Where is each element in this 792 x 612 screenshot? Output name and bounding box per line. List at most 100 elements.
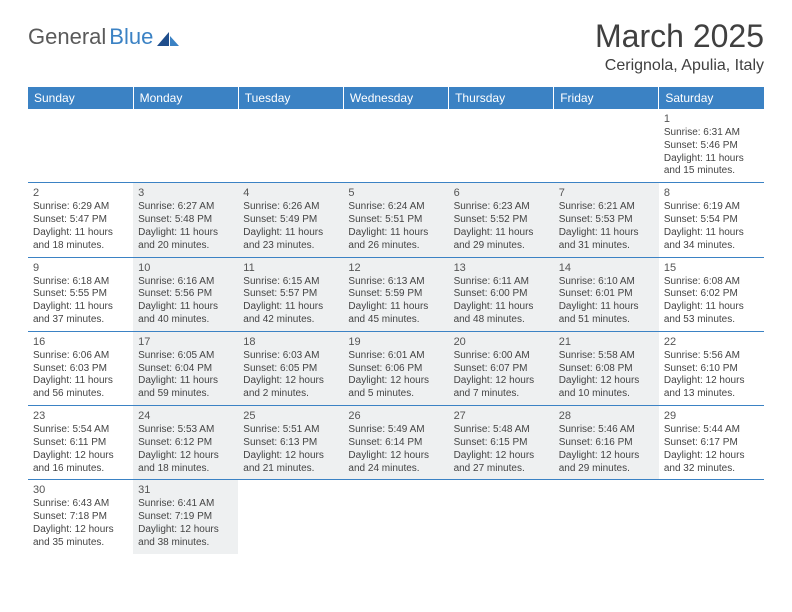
calendar-cell: 29Sunrise: 5:44 AMSunset: 6:17 PMDayligh… xyxy=(659,406,764,480)
day-number: 5 xyxy=(348,186,443,200)
location: Cerignola, Apulia, Italy xyxy=(595,57,764,75)
day-info: Sunrise: 5:49 AMSunset: 6:14 PMDaylight:… xyxy=(348,424,443,475)
weekday-header: Tuesday xyxy=(238,87,343,109)
day-number: 6 xyxy=(454,186,549,200)
day-number: 31 xyxy=(138,483,233,497)
weekday-header: Saturday xyxy=(659,87,764,109)
day-info: Sunrise: 5:44 AMSunset: 6:17 PMDaylight:… xyxy=(664,424,759,475)
calendar-cell xyxy=(659,480,764,554)
day-number: 18 xyxy=(243,335,338,349)
day-info: Sunrise: 5:53 AMSunset: 6:12 PMDaylight:… xyxy=(138,424,233,475)
day-number: 20 xyxy=(454,335,549,349)
calendar-cell: 16Sunrise: 6:06 AMSunset: 6:03 PMDayligh… xyxy=(28,331,133,405)
day-info: Sunrise: 6:24 AMSunset: 5:51 PMDaylight:… xyxy=(348,201,443,252)
calendar-cell: 21Sunrise: 5:58 AMSunset: 6:08 PMDayligh… xyxy=(554,331,659,405)
day-info: Sunrise: 5:58 AMSunset: 6:08 PMDaylight:… xyxy=(559,350,654,401)
calendar-cell: 28Sunrise: 5:46 AMSunset: 6:16 PMDayligh… xyxy=(554,406,659,480)
title-block: March 2025 Cerignola, Apulia, Italy xyxy=(595,18,764,75)
day-info: Sunrise: 6:13 AMSunset: 5:59 PMDaylight:… xyxy=(348,276,443,327)
day-number: 19 xyxy=(348,335,443,349)
calendar-cell: 26Sunrise: 5:49 AMSunset: 6:14 PMDayligh… xyxy=(343,406,448,480)
day-info: Sunrise: 6:11 AMSunset: 6:00 PMDaylight:… xyxy=(454,276,549,327)
calendar-cell xyxy=(238,109,343,183)
day-info: Sunrise: 6:10 AMSunset: 6:01 PMDaylight:… xyxy=(559,276,654,327)
calendar-cell: 19Sunrise: 6:01 AMSunset: 6:06 PMDayligh… xyxy=(343,331,448,405)
day-info: Sunrise: 6:01 AMSunset: 6:06 PMDaylight:… xyxy=(348,350,443,401)
day-info: Sunrise: 5:56 AMSunset: 6:10 PMDaylight:… xyxy=(664,350,759,401)
day-number: 11 xyxy=(243,261,338,275)
calendar-cell xyxy=(28,109,133,183)
day-number: 8 xyxy=(664,186,759,200)
day-info: Sunrise: 5:51 AMSunset: 6:13 PMDaylight:… xyxy=(243,424,338,475)
logo-text-general: General xyxy=(28,24,106,50)
month-title: March 2025 xyxy=(595,18,764,55)
calendar-cell: 15Sunrise: 6:08 AMSunset: 6:02 PMDayligh… xyxy=(659,257,764,331)
day-number: 10 xyxy=(138,261,233,275)
calendar-body: 1Sunrise: 6:31 AMSunset: 5:46 PMDaylight… xyxy=(28,109,764,554)
calendar-cell: 27Sunrise: 5:48 AMSunset: 6:15 PMDayligh… xyxy=(449,406,554,480)
calendar-cell xyxy=(133,109,238,183)
weekday-header: Monday xyxy=(133,87,238,109)
day-info: Sunrise: 6:18 AMSunset: 5:55 PMDaylight:… xyxy=(33,276,128,327)
calendar-cell: 25Sunrise: 5:51 AMSunset: 6:13 PMDayligh… xyxy=(238,406,343,480)
calendar-cell: 10Sunrise: 6:16 AMSunset: 5:56 PMDayligh… xyxy=(133,257,238,331)
calendar-cell: 1Sunrise: 6:31 AMSunset: 5:46 PMDaylight… xyxy=(659,109,764,183)
day-number: 4 xyxy=(243,186,338,200)
calendar-cell: 14Sunrise: 6:10 AMSunset: 6:01 PMDayligh… xyxy=(554,257,659,331)
calendar-header-row: SundayMondayTuesdayWednesdayThursdayFrid… xyxy=(28,87,764,109)
day-number: 28 xyxy=(559,409,654,423)
calendar-cell: 18Sunrise: 6:03 AMSunset: 6:05 PMDayligh… xyxy=(238,331,343,405)
day-number: 14 xyxy=(559,261,654,275)
calendar-cell: 13Sunrise: 6:11 AMSunset: 6:00 PMDayligh… xyxy=(449,257,554,331)
calendar-cell: 8Sunrise: 6:19 AMSunset: 5:54 PMDaylight… xyxy=(659,183,764,257)
day-info: Sunrise: 6:05 AMSunset: 6:04 PMDaylight:… xyxy=(138,350,233,401)
day-info: Sunrise: 6:08 AMSunset: 6:02 PMDaylight:… xyxy=(664,276,759,327)
day-number: 1 xyxy=(664,112,759,126)
calendar-cell: 4Sunrise: 6:26 AMSunset: 5:49 PMDaylight… xyxy=(238,183,343,257)
day-info: Sunrise: 6:41 AMSunset: 7:19 PMDaylight:… xyxy=(138,498,233,549)
logo-sail-icon xyxy=(157,29,179,47)
calendar-cell xyxy=(449,480,554,554)
day-number: 23 xyxy=(33,409,128,423)
calendar-cell xyxy=(554,480,659,554)
weekday-header: Thursday xyxy=(449,87,554,109)
calendar-cell: 20Sunrise: 6:00 AMSunset: 6:07 PMDayligh… xyxy=(449,331,554,405)
calendar-row: 9Sunrise: 6:18 AMSunset: 5:55 PMDaylight… xyxy=(28,257,764,331)
weekday-header: Friday xyxy=(554,87,659,109)
calendar-row: 2Sunrise: 6:29 AMSunset: 5:47 PMDaylight… xyxy=(28,183,764,257)
calendar-table: SundayMondayTuesdayWednesdayThursdayFrid… xyxy=(28,87,764,554)
day-number: 22 xyxy=(664,335,759,349)
calendar-cell xyxy=(343,480,448,554)
day-number: 13 xyxy=(454,261,549,275)
calendar-row: 1Sunrise: 6:31 AMSunset: 5:46 PMDaylight… xyxy=(28,109,764,183)
calendar-cell: 6Sunrise: 6:23 AMSunset: 5:52 PMDaylight… xyxy=(449,183,554,257)
day-number: 17 xyxy=(138,335,233,349)
calendar-cell: 22Sunrise: 5:56 AMSunset: 6:10 PMDayligh… xyxy=(659,331,764,405)
calendar-cell: 5Sunrise: 6:24 AMSunset: 5:51 PMDaylight… xyxy=(343,183,448,257)
day-info: Sunrise: 6:43 AMSunset: 7:18 PMDaylight:… xyxy=(33,498,128,549)
day-number: 30 xyxy=(33,483,128,497)
day-info: Sunrise: 6:03 AMSunset: 6:05 PMDaylight:… xyxy=(243,350,338,401)
day-info: Sunrise: 6:00 AMSunset: 6:07 PMDaylight:… xyxy=(454,350,549,401)
calendar-row: 30Sunrise: 6:43 AMSunset: 7:18 PMDayligh… xyxy=(28,480,764,554)
calendar-cell: 12Sunrise: 6:13 AMSunset: 5:59 PMDayligh… xyxy=(343,257,448,331)
calendar-cell: 2Sunrise: 6:29 AMSunset: 5:47 PMDaylight… xyxy=(28,183,133,257)
day-info: Sunrise: 6:21 AMSunset: 5:53 PMDaylight:… xyxy=(559,201,654,252)
day-info: Sunrise: 6:27 AMSunset: 5:48 PMDaylight:… xyxy=(138,201,233,252)
weekday-header: Wednesday xyxy=(343,87,448,109)
day-info: Sunrise: 6:29 AMSunset: 5:47 PMDaylight:… xyxy=(33,201,128,252)
day-number: 26 xyxy=(348,409,443,423)
weekday-header: Sunday xyxy=(28,87,133,109)
calendar-cell: 24Sunrise: 5:53 AMSunset: 6:12 PMDayligh… xyxy=(133,406,238,480)
calendar-cell: 30Sunrise: 6:43 AMSunset: 7:18 PMDayligh… xyxy=(28,480,133,554)
day-number: 24 xyxy=(138,409,233,423)
calendar-cell: 9Sunrise: 6:18 AMSunset: 5:55 PMDaylight… xyxy=(28,257,133,331)
day-info: Sunrise: 6:15 AMSunset: 5:57 PMDaylight:… xyxy=(243,276,338,327)
day-info: Sunrise: 5:54 AMSunset: 6:11 PMDaylight:… xyxy=(33,424,128,475)
logo-text-blue: Blue xyxy=(109,24,153,50)
day-number: 29 xyxy=(664,409,759,423)
calendar-cell xyxy=(449,109,554,183)
day-number: 12 xyxy=(348,261,443,275)
day-info: Sunrise: 6:31 AMSunset: 5:46 PMDaylight:… xyxy=(664,127,759,178)
calendar-cell xyxy=(238,480,343,554)
